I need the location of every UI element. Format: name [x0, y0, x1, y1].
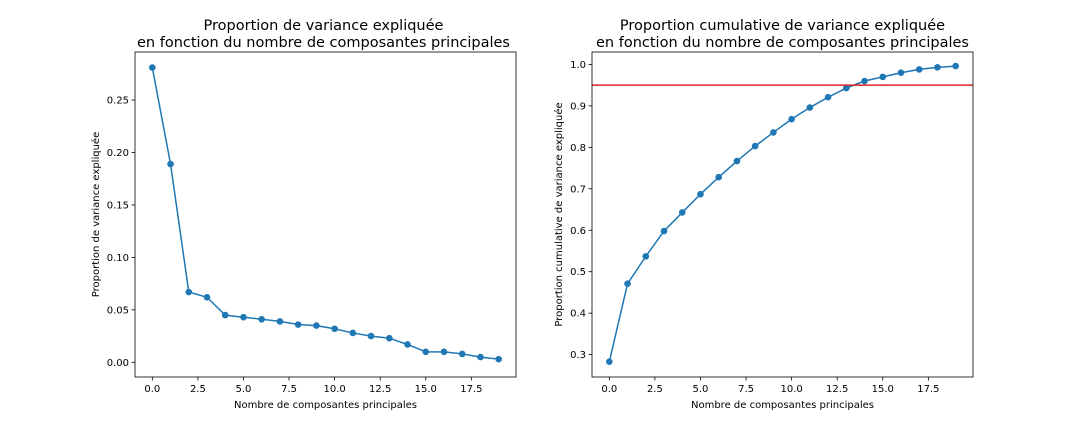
right-chart-data-point: [861, 77, 868, 85]
right-chart-data-point: [715, 173, 722, 181]
right-chart-x-tick-label: 10.0: [780, 384, 802, 395]
right-chart-y-axis-label: Proportion cumulative de variance expliq…: [553, 102, 565, 326]
left-chart-series: [149, 64, 502, 363]
left-chart-data-point: [276, 318, 284, 325]
left-chart-x-tick-label: 7.5: [281, 384, 297, 395]
right-chart-data-point: [952, 62, 959, 70]
left-chart-data-point: [258, 316, 265, 323]
right-chart-data-point: [642, 253, 650, 260]
left-chart-data-point: [167, 160, 174, 168]
left-chart-x-tick-label: 15.0: [415, 384, 437, 395]
left-chart-x-tick-label: 0.0: [144, 384, 160, 395]
right-chart-x-tick-label: 5.0: [693, 384, 709, 395]
left-chart-data-point: [185, 288, 193, 296]
left-chart-x-tick-label: 5.0: [236, 384, 252, 395]
left-chart-y-axis-label: Proportion de variance expliquée: [90, 132, 102, 297]
left-chart-data-point: [458, 350, 466, 358]
left-chart: Proportion de variance expliquée en fonc…: [90, 18, 517, 411]
right-chart-series: [592, 62, 973, 365]
left-chart-data-point: [349, 329, 357, 337]
left-chart-x-axis-label: Nombre de composantes principales: [234, 400, 417, 411]
right-chart-ticks: 0.0 2.5 5.0 7.5 10.0 12.5 15.0 17.5 0.3 0.4 0.5 0.6…: [570, 60, 939, 395]
right-chart-data-point: [806, 104, 814, 111]
left-chart-data-point: [221, 311, 229, 319]
left-chart-y-tick-label: 0.05: [107, 305, 129, 316]
right-chart-data-point: [879, 73, 887, 81]
left-chart-data-point: [367, 332, 375, 340]
left-chart-data-point: [294, 321, 302, 328]
left-chart-title-line1: Proportion de variance expliquée: [204, 18, 444, 34]
left-chart-y-tick-label: 0.15: [107, 200, 129, 211]
right-chart-data-point: [660, 227, 668, 235]
left-chart-x-tick-label: 2.5: [190, 384, 206, 395]
right-chart-data-point: [934, 64, 941, 71]
right-chart-data-point: [678, 209, 686, 216]
right-chart-data-point: [733, 157, 741, 165]
right-chart-y-tick-label: 1.0: [570, 60, 586, 71]
right-chart-title-line2: en fonction du nombre de composantes pri…: [596, 35, 969, 51]
right-chart-plot-frame: [591, 51, 974, 378]
left-chart-data-point: [422, 348, 430, 356]
left-chart-x-tick-label: 10.0: [323, 384, 345, 395]
right-chart-y-tick-label: 0.6: [570, 226, 586, 237]
left-chart-data-point: [440, 348, 448, 356]
right-chart-title-line1: Proportion cumulative de variance expliq…: [620, 18, 945, 34]
right-chart-y-tick-label: 0.5: [570, 267, 586, 278]
right-chart-data-point: [770, 129, 777, 136]
right-chart-data-point: [788, 115, 795, 123]
left-chart-data-point: [477, 353, 484, 361]
right-chart-x-tick-label: 17.5: [917, 384, 939, 395]
left-chart-y-tick-label: 0.00: [107, 358, 129, 369]
right-chart-x-axis-label: Nombre de composantes principales: [691, 400, 874, 411]
left-chart-data-point: [331, 325, 338, 333]
right-chart-x-tick-label: 12.5: [826, 384, 848, 395]
right-chart-data-point: [824, 93, 832, 101]
right-chart-data-point: [897, 69, 905, 77]
left-chart-data-point: [203, 293, 211, 301]
left-chart-y-tick-label: 0.10: [107, 253, 129, 264]
right-chart-x-tick-label: 7.5: [738, 384, 754, 395]
right-chart-data-point: [697, 190, 704, 198]
right-chart-data-point: [915, 66, 923, 73]
left-chart-data-point: [149, 64, 156, 71]
right-chart-data-point: [606, 358, 613, 365]
right-chart-series-line: [608, 65, 956, 362]
right-chart-data-point: [751, 142, 759, 150]
right-chart-y-tick-label: 0.8: [570, 143, 586, 154]
left-chart-y-tick-label: 0.25: [107, 96, 129, 107]
right-chart-y-tick-label: 0.3: [570, 350, 586, 361]
left-chart-title-line2: en fonction du nombre de composantes pri…: [137, 35, 510, 51]
left-chart-y-tick-label: 0.20: [107, 148, 129, 159]
right-chart-data-point: [624, 280, 631, 288]
left-chart-plot-frame: [134, 51, 517, 378]
left-chart-data-point: [313, 322, 320, 329]
left-chart-data-point: [386, 334, 393, 342]
right-chart: Proportion cumulative de variance expliq…: [553, 18, 974, 411]
right-chart-y-tick-label: 0.4: [570, 309, 586, 320]
right-chart-data-point: [843, 84, 850, 92]
right-chart-x-tick-label: 15.0: [872, 384, 894, 395]
left-chart-data-point: [240, 313, 247, 321]
left-chart-data-point: [495, 355, 502, 363]
right-chart-y-tick-label: 0.9: [570, 101, 586, 112]
right-chart-x-tick-label: 0.0: [601, 384, 617, 395]
right-chart-x-tick-label: 2.5: [647, 384, 663, 395]
left-chart-ticks: 0.0 2.5 5.0 7.5 10.0 12.5 15.0 17.5 0.00 0.05 0.10…: [107, 96, 483, 395]
left-chart-x-tick-label: 12.5: [369, 384, 391, 395]
left-chart-x-tick-label: 17.5: [460, 384, 482, 395]
right-chart-y-tick-label: 0.7: [570, 184, 586, 195]
left-chart-data-point: [404, 341, 411, 348]
left-chart-series-line: [151, 67, 499, 360]
